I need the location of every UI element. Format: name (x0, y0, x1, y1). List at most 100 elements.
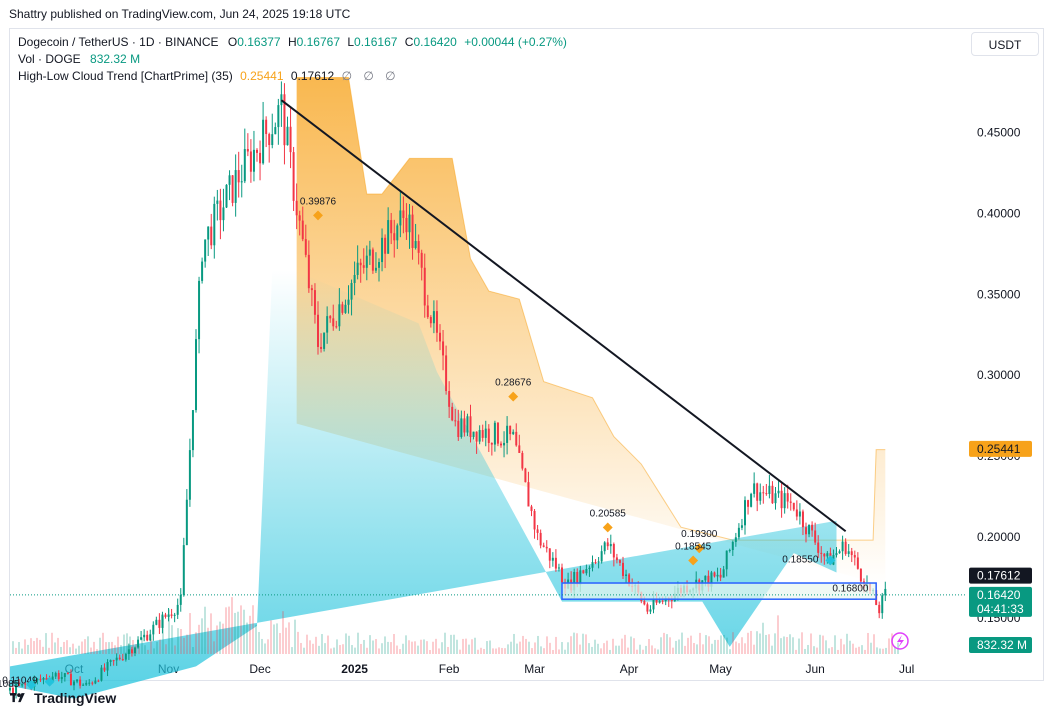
volume-bar (516, 643, 518, 654)
volume-bar (432, 641, 434, 654)
candle-body (140, 637, 143, 640)
candle-body (655, 598, 658, 603)
volume-bar (225, 607, 227, 654)
volume-bar (705, 635, 707, 654)
flash-bolt-icon (897, 635, 904, 648)
candle-body (823, 553, 826, 557)
candle-body (744, 500, 746, 526)
volume-bar (441, 642, 443, 654)
candle-body (573, 571, 576, 591)
volume-bar (87, 636, 89, 654)
volume-bar (573, 632, 575, 654)
x-axis-tick-label: Mar (524, 662, 545, 676)
cloud-low-tag-bg (969, 567, 1032, 584)
y-axis-tick-label: 0.30000 (977, 368, 1021, 382)
candle-body (396, 225, 399, 241)
volume-bar (18, 642, 20, 654)
volume-bar (537, 635, 539, 654)
candle-body (390, 220, 393, 234)
volume-bar (636, 649, 638, 654)
candle-body (91, 682, 94, 684)
candle-body (265, 119, 268, 135)
volume-bar (240, 605, 242, 654)
volume-bar (438, 648, 440, 654)
volume-bar (615, 645, 617, 654)
indicator-name[interactable]: High-Low Cloud Trend [ChartPrime] (35) (18, 69, 233, 83)
symbol-name[interactable]: Dogecoin / TetherUS · 1D · BINANCE (18, 35, 219, 49)
volume-bar (414, 641, 416, 654)
candle-body (24, 683, 27, 685)
high-price-label: 0.18545 (675, 541, 712, 552)
volume-bar (792, 637, 794, 654)
candle-body (594, 562, 597, 564)
volume-bar (42, 646, 44, 654)
candle-body (753, 483, 756, 494)
volume-bar (663, 632, 665, 654)
volume-bar (588, 643, 590, 654)
candle-body (454, 420, 457, 422)
candle-body (191, 410, 194, 451)
volume-label[interactable]: Vol · DOGE (18, 52, 81, 66)
volume-bar (789, 634, 791, 654)
volume-bar (291, 647, 293, 654)
candle-body (850, 551, 853, 556)
candle-body (320, 346, 323, 349)
candle-body (51, 676, 54, 681)
volume-bar (456, 639, 458, 654)
candle-body (21, 683, 24, 686)
candle-body (737, 527, 740, 538)
volume-bar (114, 645, 116, 654)
candle-body (204, 239, 207, 262)
volume-bar (132, 640, 134, 654)
candle-body (329, 316, 332, 319)
volume-bar (684, 645, 686, 654)
volume-bar (333, 647, 335, 654)
volume-bar (540, 646, 542, 654)
volume-bar (585, 634, 587, 654)
volume-bar (513, 633, 515, 654)
candle-body (750, 493, 753, 507)
candle-body (820, 552, 823, 554)
volume-bar (48, 647, 50, 654)
volume-bar (693, 643, 695, 654)
volume-bar (273, 624, 275, 654)
candle-body (252, 149, 255, 172)
currency-button[interactable]: USDT (971, 32, 1039, 56)
candle-body (548, 548, 551, 561)
volume-bar (690, 635, 692, 654)
current-price-tag-bg (969, 586, 1032, 617)
candle-body (801, 511, 804, 528)
candle-body (414, 241, 417, 248)
candle-body (582, 570, 585, 574)
volume-bar (750, 630, 752, 654)
volume-bar (519, 641, 521, 654)
volume-bar (75, 648, 77, 654)
candle-body (201, 261, 204, 281)
publisher-line: Shattry published on TradingView.com, Ju… (9, 7, 351, 21)
volume-bar (465, 638, 467, 654)
volume-bar (528, 641, 530, 654)
tradingview-logo-icon (10, 693, 25, 703)
volume-bar (711, 643, 713, 654)
candle-body (146, 634, 149, 641)
volume-bar (834, 635, 836, 654)
candle-body (237, 170, 240, 183)
current-price-tag: 0.16420 (977, 588, 1021, 602)
candle-body (103, 667, 106, 671)
x-axis-tick-label: Dec (249, 662, 270, 676)
volume-bar (849, 640, 851, 654)
candle-body (405, 217, 408, 233)
y-axis-tick-label: 0.45000 (977, 126, 1021, 140)
candle-body (628, 574, 631, 586)
volume-bar (210, 613, 212, 654)
volume-bar (102, 632, 104, 654)
volume-bar (561, 642, 563, 654)
volume-bar (264, 643, 266, 654)
change-value: +0.00044 (+0.27%) (464, 35, 567, 49)
candle-body (576, 571, 579, 585)
candle-body (115, 657, 118, 661)
volume-bar (111, 641, 113, 654)
candle-body (457, 420, 460, 438)
candle-body (76, 679, 79, 682)
